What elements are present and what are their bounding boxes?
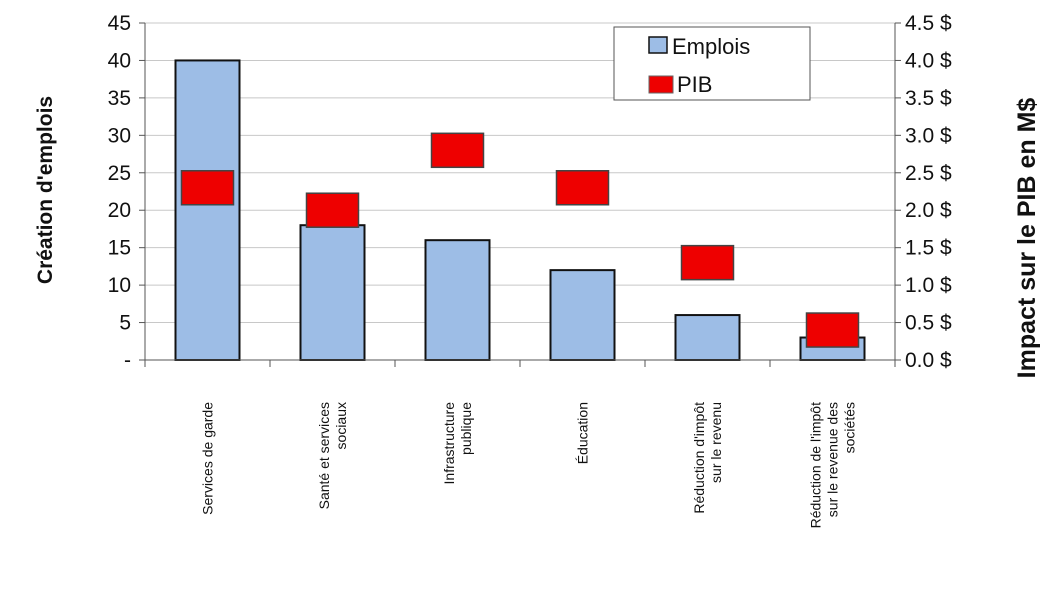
- marker-pib: [305, 192, 360, 228]
- y-tick-label-right: 0.5 $: [905, 312, 952, 335]
- pib-markers: [180, 132, 860, 348]
- x-category-label: sur le revenue des: [825, 402, 841, 517]
- gridlines: [145, 22, 895, 324]
- x-category-label: sur le revenu: [708, 402, 724, 483]
- y-tick-label-right: 2.0 $: [905, 199, 952, 222]
- y-tick-label-left: -: [124, 349, 131, 372]
- y-tick-label-left: 25: [108, 162, 131, 185]
- y-tick-label-right: 4.0 $: [905, 49, 952, 72]
- x-category-label: Santé et services: [316, 402, 332, 509]
- marker-pib: [680, 244, 735, 281]
- marker-pib: [180, 170, 235, 206]
- y-tick-label-right: 3.5 $: [905, 87, 952, 110]
- y-tick-label-left: 35: [108, 87, 131, 110]
- y-tick-label-left: 15: [108, 237, 131, 260]
- y-tick-label-right: 3.0 $: [905, 124, 952, 147]
- y-tick-label-left: 20: [108, 199, 131, 222]
- emplois-bars: [174, 59, 866, 362]
- x-category-label: Services de garde: [200, 402, 216, 515]
- bar-emplois: [424, 239, 491, 361]
- x-category-label: sociaux: [333, 402, 349, 449]
- bar-emplois: [549, 269, 616, 361]
- y-axis-left-label: Création d'emplois: [34, 96, 57, 284]
- y-tick-label-left: 10: [108, 274, 131, 297]
- y-tick-label-left: 45: [108, 12, 131, 35]
- y-tick-label-right: 1.0 $: [905, 274, 952, 297]
- tick-labels: - 0.0 $ 5 0.5 $ 10 1.0 $ 15 1.5 $ 20 2.0 $ 25 2.5 $…: [108, 12, 952, 372]
- y-axis-right-label: Impact sur le PIB en M$: [1013, 98, 1041, 379]
- x-category-label: sociétés: [842, 402, 858, 453]
- bar-emplois: [674, 314, 741, 362]
- x-category-label: Réduction de l'impôt: [808, 402, 824, 529]
- marker-pib: [805, 312, 860, 348]
- category-labels: Services de garde Santé et services sociau…: [200, 402, 858, 529]
- bar-emplois: [174, 59, 241, 361]
- y-tick-label-right: 1.5 $: [905, 237, 952, 260]
- bar-emplois: [299, 224, 366, 361]
- y-tick-label-left: 30: [108, 124, 131, 147]
- y-tick-label-left: 40: [108, 49, 131, 72]
- legend-label-pib: PIB: [677, 72, 712, 97]
- legend-box: [613, 26, 811, 101]
- x-category-label: Infrastructure: [441, 402, 457, 485]
- y-tick-label-left: 5: [119, 312, 131, 335]
- y-tick-label-right: 4.5 $: [905, 12, 952, 35]
- x-category-label: Éducation: [575, 402, 591, 464]
- legend-swatch-emplois: [648, 36, 668, 54]
- legend-label-emplois: Emplois: [672, 34, 750, 59]
- axes: [139, 22, 901, 367]
- y-tick-label-right: 2.5 $: [905, 162, 952, 185]
- x-category-label: publique: [458, 402, 474, 455]
- x-category-label: Réduction d'impôt: [691, 402, 707, 514]
- y-tick-label-right: 0.0 $: [905, 349, 952, 372]
- marker-pib: [555, 170, 610, 206]
- marker-pib: [430, 132, 485, 169]
- legend: Emplois PIB: [613, 26, 811, 101]
- legend-swatch-pib: [648, 75, 674, 94]
